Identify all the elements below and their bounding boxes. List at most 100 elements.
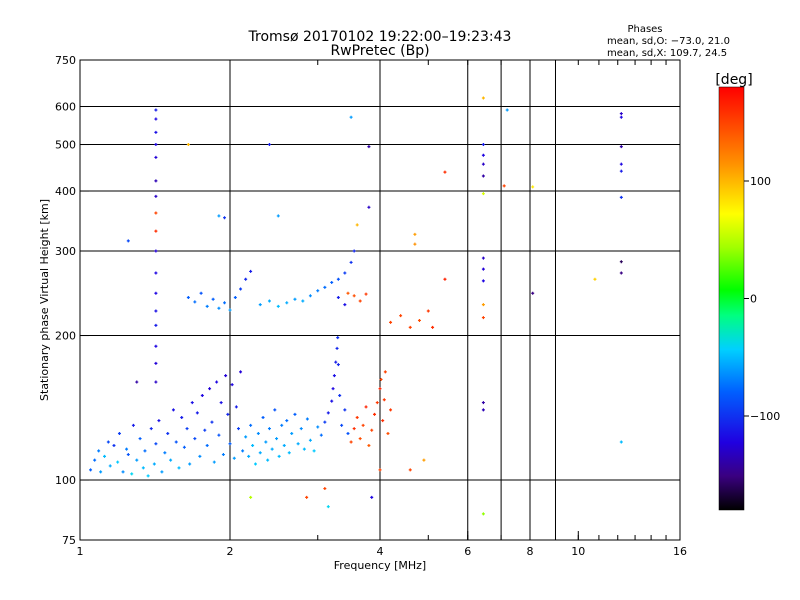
data-point: [275, 437, 279, 441]
data-point: [219, 401, 223, 405]
data-point: [481, 401, 485, 405]
data-point: [152, 462, 156, 466]
x-tick-label: 1: [77, 545, 84, 558]
data-point: [619, 440, 623, 444]
data-point: [481, 153, 485, 157]
x-tick-label: 16: [673, 545, 687, 558]
data-point: [389, 320, 393, 324]
y-tick-label: 500: [55, 139, 76, 152]
data-point: [190, 401, 194, 405]
data-point: [97, 449, 101, 453]
data-point: [244, 435, 248, 439]
data-point: [316, 425, 320, 429]
data-point: [305, 417, 309, 421]
data-point: [126, 453, 130, 457]
data-point: [481, 256, 485, 260]
data-point: [169, 458, 173, 462]
data-point: [282, 444, 286, 448]
data-point: [154, 179, 158, 183]
data-point: [154, 130, 158, 134]
colorbar-tick-label: 0: [750, 293, 757, 306]
data-point: [154, 211, 158, 215]
data-point: [349, 115, 353, 119]
legend-box-title: Phases: [627, 24, 662, 35]
data-point: [236, 427, 240, 431]
data-point: [413, 232, 417, 236]
data-point: [223, 216, 227, 220]
data-point: [346, 432, 350, 436]
data-point: [422, 458, 426, 462]
data-point: [619, 260, 623, 264]
data-point: [233, 296, 237, 300]
data-point: [208, 387, 212, 391]
data-point: [531, 291, 535, 295]
data-point: [228, 442, 232, 446]
data-point: [323, 420, 327, 424]
data-point: [205, 304, 209, 308]
data-point: [228, 308, 232, 312]
legend-box-line1: mean, sd,O: −73.0, 21.0: [607, 36, 730, 47]
data-point: [182, 445, 186, 449]
data-point: [258, 451, 262, 455]
data-point: [370, 495, 374, 499]
x-tick-label: 8: [527, 545, 534, 558]
data-point: [481, 316, 485, 320]
data-point: [367, 444, 371, 448]
data-point: [335, 346, 339, 350]
data-point: [116, 460, 120, 464]
data-point: [258, 303, 262, 307]
colorbar-ticks: 100 0 −100: [744, 175, 780, 423]
data-point: [343, 303, 347, 307]
data-point: [299, 427, 303, 431]
colorbar: [718, 86, 745, 511]
data-point: [273, 408, 277, 412]
data-point: [367, 205, 371, 209]
data-point: [305, 495, 309, 499]
data-point: [198, 454, 202, 458]
data-point: [386, 432, 390, 436]
x-tick-label: 6: [464, 545, 471, 558]
data-point: [340, 423, 344, 427]
data-point: [619, 169, 623, 173]
data-point: [619, 162, 623, 166]
axes: 1 2 4 6 8 10 16 75 100 200 300 400 500 600 750: [55, 54, 687, 558]
data-point: [186, 296, 190, 300]
data-point: [352, 249, 356, 253]
data-point: [378, 468, 382, 472]
data-point: [408, 325, 412, 329]
data-point: [261, 415, 265, 419]
data-point: [361, 423, 365, 427]
data-point: [619, 112, 623, 116]
data-point: [443, 170, 447, 174]
data-point: [355, 415, 359, 419]
data-point: [316, 289, 320, 293]
data-point: [375, 401, 379, 405]
data-points: [89, 96, 623, 516]
data-point: [276, 304, 280, 308]
data-point: [154, 361, 158, 365]
data-point: [131, 423, 135, 427]
data-point: [121, 470, 125, 474]
data-point: [276, 214, 280, 218]
data-point: [290, 432, 294, 436]
data-point: [378, 387, 382, 391]
data-point: [199, 291, 203, 295]
data-point: [166, 432, 170, 436]
data-point: [296, 442, 300, 446]
data-point: [389, 408, 393, 412]
data-point: [221, 453, 225, 457]
data-point: [188, 462, 192, 466]
data-point: [154, 249, 158, 253]
data-point: [174, 440, 178, 444]
data-point: [130, 472, 134, 476]
data-point: [346, 291, 350, 295]
data-point: [619, 271, 623, 275]
data-point: [126, 239, 130, 243]
data-point: [481, 192, 485, 196]
data-point: [154, 229, 158, 233]
data-point: [319, 433, 323, 437]
data-point: [226, 412, 230, 416]
data-point: [338, 394, 342, 398]
data-point: [301, 299, 305, 303]
data-point: [326, 505, 330, 509]
